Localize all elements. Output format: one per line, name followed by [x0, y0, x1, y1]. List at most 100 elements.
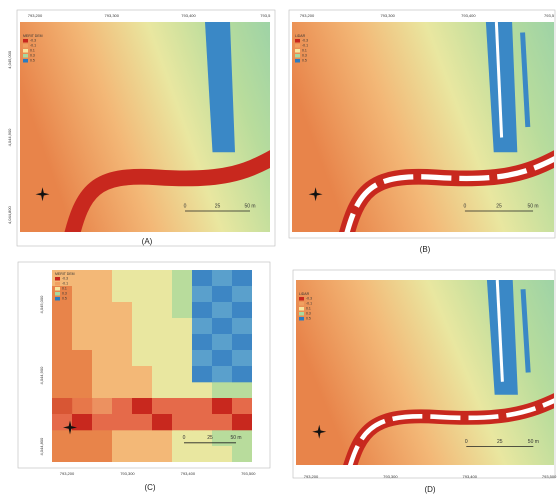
terrain-cell — [152, 270, 172, 286]
terrain-cell — [152, 318, 172, 334]
legend-title: MERIT DEM — [55, 272, 75, 276]
terrain-cell — [132, 366, 152, 382]
terrain-cell — [92, 350, 112, 366]
river-cell — [112, 414, 132, 430]
terrain-cell — [72, 318, 92, 334]
river-cell — [172, 398, 192, 414]
river-cell — [192, 398, 212, 414]
terrain-cell — [72, 446, 92, 462]
terrain-cell — [92, 318, 112, 334]
terrain-cell — [172, 286, 192, 302]
water-cell — [192, 334, 212, 350]
scale-label: 25 — [497, 439, 503, 445]
legend-label: 0.1 — [30, 49, 35, 53]
x-tick-label: 793,300 — [105, 13, 120, 18]
terrain-cell — [132, 382, 152, 398]
scale-label: 25 — [215, 203, 221, 209]
terrain-cell — [152, 366, 172, 382]
terrain-cell — [172, 350, 192, 366]
terrain-cell — [152, 302, 172, 318]
terrain-cell — [72, 302, 92, 318]
legend-label: 0.1 — [62, 287, 67, 291]
x-tick-label: 793,300 — [120, 471, 135, 476]
terrain-cell — [112, 366, 132, 382]
terrain-cell — [172, 366, 192, 382]
terrain-cell — [112, 318, 132, 334]
terrain-cell — [132, 318, 152, 334]
river-cell — [132, 414, 152, 430]
x-tick-label: 793,400 — [461, 13, 476, 18]
terrain-cell — [52, 302, 72, 318]
scale-label: 0 — [184, 203, 187, 209]
panel-label: (A) — [142, 237, 153, 246]
water-cell — [192, 270, 212, 286]
legend-swatch — [299, 312, 304, 316]
terrain-cell — [72, 366, 92, 382]
y-tick-label: 4,044,800 — [7, 206, 12, 225]
legend-swatch — [23, 49, 28, 53]
terrain-cell — [92, 334, 112, 350]
x-tick-label: 793,400 — [181, 471, 196, 476]
water-cell — [232, 302, 252, 318]
terrain-cell — [212, 382, 232, 398]
terrain-cell — [172, 318, 192, 334]
legend-title: LiDAR — [295, 34, 306, 38]
terrain-cell — [72, 286, 92, 302]
river-cell — [192, 414, 212, 430]
x-tick-label: 793,300 — [380, 13, 395, 18]
terrain-cell — [212, 430, 232, 446]
x-tick-label: 793,400 — [463, 474, 478, 479]
terrain-cell — [192, 382, 212, 398]
legend-swatch — [299, 302, 304, 306]
river-cell — [172, 414, 192, 430]
y-tick-label: 4,045,000 — [39, 295, 44, 314]
terrain-cell — [152, 286, 172, 302]
scale-label: 0 — [183, 435, 186, 441]
terrain-cell — [132, 350, 152, 366]
water-cell — [212, 318, 232, 334]
x-tick-label: 793,5 — [544, 13, 555, 18]
water-cell — [232, 350, 252, 366]
terrain-cell — [172, 334, 192, 350]
terrain-cell — [132, 446, 152, 462]
terrain-cell — [92, 366, 112, 382]
legend-swatch — [295, 59, 300, 63]
legend-label: -0.1 — [302, 44, 308, 48]
terrain-cell — [112, 350, 132, 366]
water-cell — [212, 286, 232, 302]
scale-label: 0 — [464, 203, 467, 209]
terrain-cell — [192, 446, 212, 462]
river-cell — [232, 398, 252, 414]
terrain-cell — [72, 350, 92, 366]
terrain-cell — [92, 286, 112, 302]
river-cell — [212, 414, 232, 430]
legend-title: MERIT DEM — [23, 34, 43, 38]
legend-swatch — [23, 54, 28, 58]
terrain-cell — [132, 270, 152, 286]
terrain-cell — [152, 350, 172, 366]
terrain-cell — [72, 334, 92, 350]
legend-label: 0.5 — [62, 297, 67, 301]
terrain-cell — [172, 302, 192, 318]
water-cell — [212, 350, 232, 366]
legend-swatch — [55, 282, 60, 286]
legend-label: 0.3 — [302, 54, 307, 58]
legend-label: -0.3 — [306, 297, 312, 301]
water-cell — [212, 366, 232, 382]
river-cell — [112, 398, 132, 414]
terrain-cell — [112, 382, 132, 398]
terrain-cell — [212, 446, 232, 462]
x-tick-label: 793,200 — [60, 471, 75, 476]
terrain-cell — [152, 334, 172, 350]
legend-label: -0.1 — [30, 44, 36, 48]
river-cell — [92, 398, 112, 414]
terrain-cell — [232, 382, 252, 398]
terrain-cell — [112, 430, 132, 446]
terrain-cell — [112, 286, 132, 302]
terrain-cell — [52, 366, 72, 382]
legend-label: 0.5 — [306, 317, 311, 321]
terrain-cell — [52, 446, 72, 462]
scale-label: 50 m — [527, 203, 538, 209]
